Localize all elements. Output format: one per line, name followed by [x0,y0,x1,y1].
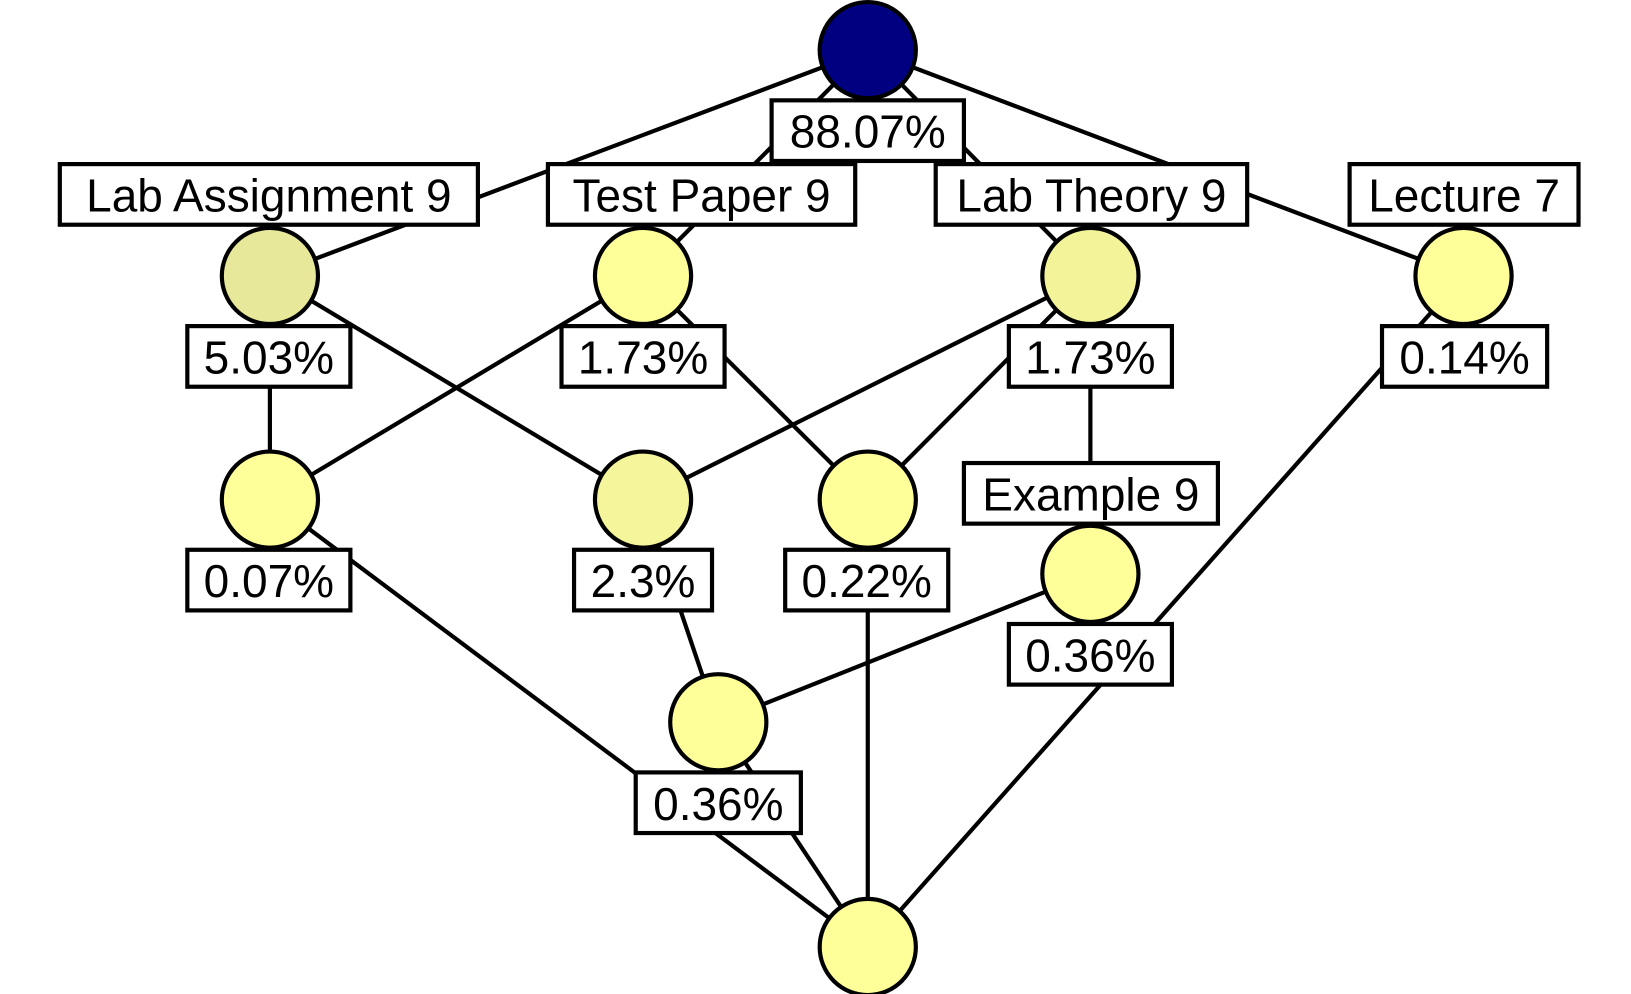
node-percentage-box [1006,621,1175,687]
node-label: Example 9 [982,468,1199,520]
concept-node [219,225,321,327]
node-percentage-box [559,324,727,389]
edge [268,274,645,502]
node-percentage: 2.3% [591,555,696,607]
concept-node [1413,225,1514,327]
node-percentage-box [185,324,353,389]
concept-node [817,0,918,101]
node-label-box [545,162,858,227]
node-percentage-box [769,98,967,164]
edge [268,497,870,949]
node-percentage: 88.07% [790,106,946,158]
node-label: Test Paper 9 [573,169,831,221]
node-label-box [933,162,1250,227]
concept-node [668,672,769,773]
node-percentage: 0.36% [1025,629,1155,681]
edge [866,274,1092,502]
node-percentage: 0.36% [653,778,783,830]
labels: 88.07% Lab Assignment 9 5.03% Test Paper 9 1… [57,98,1581,836]
edge [866,274,1466,949]
node-percentage: 1.73% [578,331,708,383]
node-percentage: 0.07% [204,555,334,607]
node-percentage-box [571,547,715,613]
node-label-box [57,162,480,227]
concept-node [592,225,694,327]
concept-node [817,896,918,994]
node-percentage: 0.14% [1399,331,1529,383]
edge [641,274,870,502]
node-label-box [1347,162,1581,227]
edge [717,571,1092,725]
node-percentage-box [1006,324,1175,389]
edge [642,274,1092,502]
node-percentage-box [1379,324,1550,389]
node-percentage-box [783,547,951,613]
node-percentage-box [633,770,803,836]
node-label: Lecture 7 [1368,169,1560,221]
node-label: Lab Assignment 9 [86,169,451,221]
node-percentage: 5.03% [204,331,334,383]
node-percentage: 0.22% [802,555,932,607]
concept-node [592,449,694,550]
concept-node [817,449,918,550]
concept-node [1040,225,1141,327]
node-percentage: 1.73% [1025,331,1155,383]
node-label-box [961,460,1220,526]
node-label: Lab Theory 9 [956,169,1226,221]
concept-node [219,449,321,550]
node-percentage-box [185,547,353,613]
concept-node [1040,523,1141,624]
